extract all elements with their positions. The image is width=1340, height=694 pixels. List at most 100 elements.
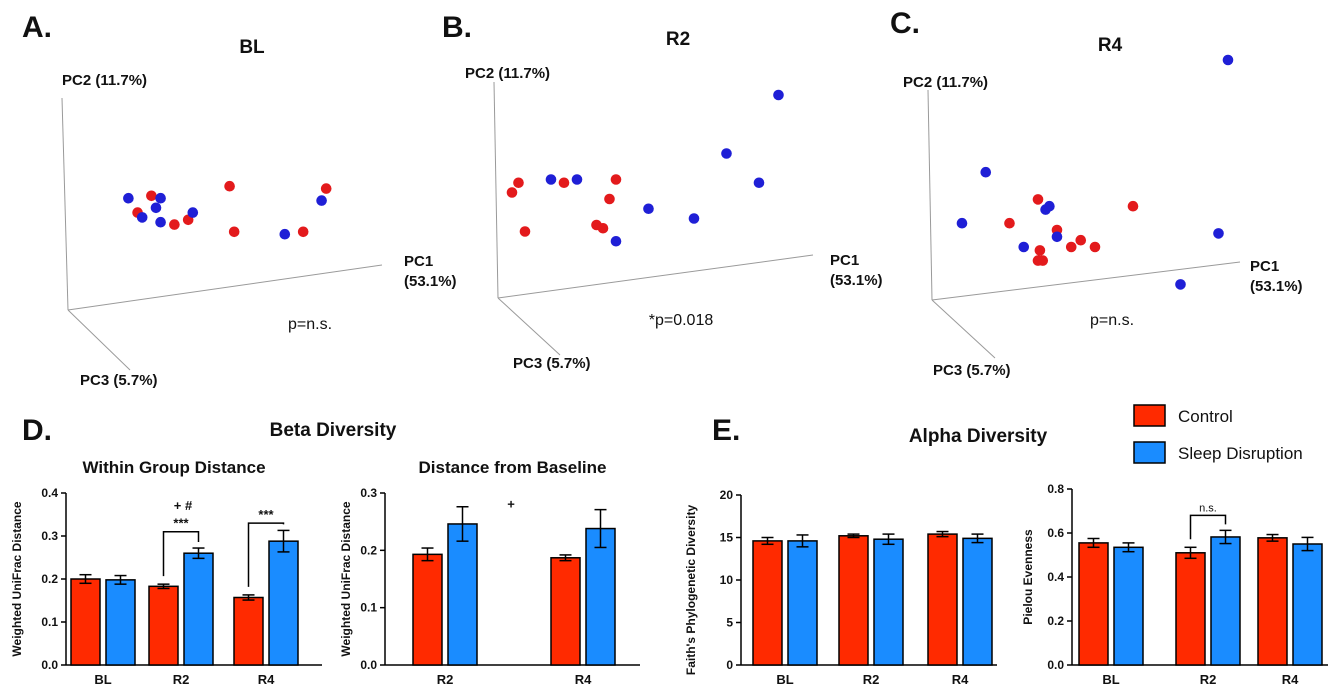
bar-control — [70, 578, 101, 666]
significance-bracket — [162, 530, 200, 577]
y-tick-label: 0.0 — [41, 658, 58, 672]
bar-sleep_disruption — [105, 579, 136, 666]
point-sleep_disruption — [150, 202, 162, 214]
pc1-label: PC1 (53.1%) — [1250, 258, 1303, 295]
panel-title: Distance from Baseline — [418, 458, 606, 477]
pc1-axis — [931, 261, 1241, 301]
pcoa-panel-r2: B. R2 PC2 (11.7%) PC1 (53.1%) PC3 (5.7%) *p=0.… — [442, 11, 883, 372]
p-value: p=n.s. — [288, 316, 332, 333]
pc1-label: PC1 (53.1%) — [830, 252, 883, 289]
point-control — [1034, 245, 1046, 256]
category-label: R4 — [575, 672, 592, 687]
pc3-label: PC3 (5.7%) — [513, 355, 591, 372]
bar-sleep_disruption — [787, 540, 818, 666]
legend-swatch-control — [1133, 404, 1166, 427]
bar-sleep_disruption — [585, 527, 616, 666]
point-sleep_disruption — [316, 195, 327, 206]
y-axis-label: Weighted UniFrac Distance — [339, 501, 353, 656]
category-label: R4 — [1282, 672, 1299, 687]
panel-title: R2 — [666, 29, 690, 50]
point-control — [519, 226, 531, 237]
point-control — [297, 226, 309, 238]
p-value: *p=0.018 — [649, 312, 714, 329]
bar-sleep_disruption — [873, 538, 904, 666]
category-label: R2 — [437, 672, 454, 687]
point-sleep_disruption — [279, 228, 291, 240]
pc2-axis — [493, 81, 499, 299]
point-sleep_disruption — [1213, 228, 1224, 239]
bar-control — [752, 540, 783, 666]
point-control — [228, 226, 240, 238]
section-title: Beta Diversity — [270, 420, 397, 441]
point-control — [597, 222, 609, 234]
y-tick-label: 0 — [726, 658, 733, 672]
category-label: R4 — [258, 672, 275, 687]
point-control — [1065, 241, 1077, 253]
legend-swatch-sleep_disruption — [1133, 441, 1166, 464]
point-control — [320, 183, 332, 194]
bar-sleep_disruption — [268, 540, 299, 666]
panel-label: E. — [712, 414, 740, 447]
point-control — [1032, 194, 1044, 205]
point-control — [169, 219, 180, 230]
pcoa-panel-bl: A. BL PC2 (11.7%) PC1 (53.1%) PC3 (5.7%) p=n.s… — [22, 11, 457, 389]
y-axis-label: Weighted UniFrac Distance — [10, 501, 24, 656]
y-tick-label: 0.6 — [1047, 526, 1064, 540]
bar-control — [1175, 552, 1206, 666]
point-sleep_disruption — [610, 235, 622, 247]
y-tick-label: 0.0 — [360, 658, 377, 672]
y-tick-label: 0.2 — [41, 572, 58, 586]
point-sleep_disruption — [155, 216, 166, 228]
category-label: R2 — [863, 672, 880, 687]
panel-title: BL — [239, 37, 265, 58]
pc2-label: PC2 (11.7%) — [903, 74, 988, 91]
legend: Control Sleep Disruption — [1133, 404, 1303, 464]
y-tick-label: 0.2 — [360, 543, 377, 557]
category-label: R2 — [173, 672, 190, 687]
bar-control — [233, 596, 264, 666]
significance-bracket — [1189, 514, 1227, 540]
point-sleep_disruption — [187, 207, 199, 218]
bar-control — [1078, 542, 1109, 666]
point-control — [1037, 255, 1049, 266]
bar-control — [148, 585, 179, 666]
point-sleep_disruption — [1222, 54, 1234, 66]
y-tick-label: 5 — [726, 616, 733, 630]
bar-control — [412, 553, 443, 666]
point-control — [513, 177, 524, 189]
significance-label: *** — [173, 516, 189, 531]
point-sleep_disruption — [1044, 200, 1055, 212]
significance-bracket — [247, 522, 285, 587]
category-label: BL — [776, 672, 793, 687]
point-control — [224, 180, 235, 192]
bar-control — [550, 557, 581, 666]
bar-panel-1: D. Beta Diversity Within Group Distance 0.0… — [10, 414, 397, 687]
category-label: BL — [94, 672, 111, 687]
point-control — [558, 177, 570, 189]
legend-label-control: Control — [1178, 407, 1233, 426]
point-control — [1004, 217, 1015, 229]
pc3-axis — [67, 309, 131, 371]
point-sleep_disruption — [1051, 231, 1063, 243]
annotation: + — [507, 496, 515, 511]
bar-panel-2: Distance from Baseline 0.0 0.1 0.2 0.3 Weight… — [339, 458, 640, 687]
y-tick-label: 15 — [720, 531, 734, 545]
panel-label: D. — [22, 414, 52, 447]
y-tick-label: 0.4 — [1047, 570, 1064, 584]
y-tick-label: 0.1 — [41, 615, 58, 629]
y-tick-label: 10 — [720, 573, 734, 587]
y-tick-label: 0.3 — [360, 486, 377, 500]
pc2-axis — [927, 89, 933, 301]
pc1-axis — [497, 254, 814, 299]
panel-title: R4 — [1098, 35, 1123, 56]
panel-label: A. — [22, 11, 52, 44]
legend-label-sleep_disruption: Sleep Disruption — [1178, 444, 1303, 463]
bar-sleep_disruption — [962, 537, 993, 666]
bar-sleep_disruption — [1210, 536, 1241, 666]
y-tick-label: 0.0 — [1047, 658, 1064, 672]
pc3-label: PC3 (5.7%) — [933, 362, 1011, 379]
pc2-label: PC2 (11.7%) — [62, 72, 147, 89]
panel-title: Within Group Distance — [82, 458, 265, 477]
point-control — [604, 193, 615, 205]
point-control — [1075, 234, 1087, 246]
